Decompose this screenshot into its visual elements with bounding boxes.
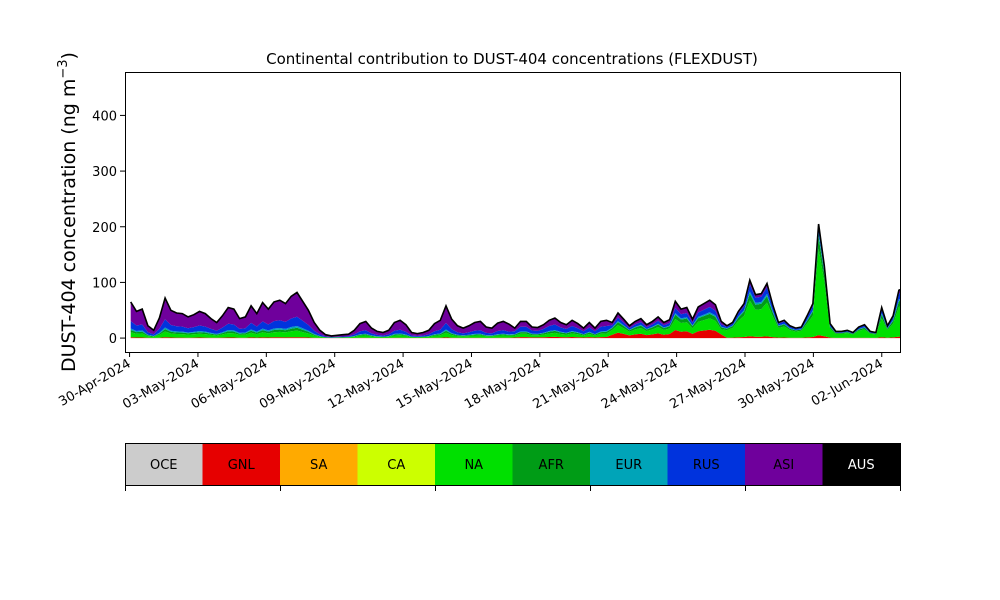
legend-label: GNL xyxy=(228,458,256,473)
x-tick-label: 30-May-2024 xyxy=(736,356,818,412)
legend-swatch-oce xyxy=(125,443,203,485)
x-tick-label: 15-May-2024 xyxy=(394,356,476,412)
x-tick-label: 09-May-2024 xyxy=(257,356,339,412)
legend-swatch-aus xyxy=(822,443,900,485)
legend-label: CA xyxy=(387,458,405,473)
legend-label: RUS xyxy=(693,458,720,473)
x-tick-label: 02-Jun-2024 xyxy=(809,356,886,409)
legend-label: NA xyxy=(464,458,483,473)
y-tick-label: 300 xyxy=(92,165,117,180)
x-tick-label: 18-May-2024 xyxy=(462,356,544,412)
total-line xyxy=(130,223,900,337)
legend-swatch-asi xyxy=(745,443,823,485)
legend-label: ASI xyxy=(773,458,794,473)
x-tick-label: 06-May-2024 xyxy=(189,356,271,412)
legend-swatch-sa xyxy=(280,443,358,485)
area-na xyxy=(130,248,900,338)
x-tick-label: 24-May-2024 xyxy=(599,356,681,412)
area-eur xyxy=(130,232,900,338)
legend-frame xyxy=(125,443,901,486)
area-asi xyxy=(130,224,900,337)
legend-label: AFR xyxy=(539,458,564,473)
y-axis-label-main: DUST-404 concentration (ng m xyxy=(58,79,80,372)
legend-label: SA xyxy=(310,458,327,473)
y-tick-label: 100 xyxy=(92,276,117,291)
x-tick-label: 21-May-2024 xyxy=(531,356,613,412)
chart-title: Continental contribution to DUST-404 con… xyxy=(266,50,758,68)
legend-swatch-eur xyxy=(590,443,668,485)
legend-swatch-gnl xyxy=(202,443,280,485)
x-axis: 30-Apr-202403-May-202406-May-202409-May-… xyxy=(56,352,886,412)
y-axis-label-close: ) xyxy=(58,52,80,59)
legend-colorbar: OCE GNL SA CA NA AFR EUR RUS ASI AUS xyxy=(125,443,901,491)
legend-label: AUS xyxy=(848,458,875,473)
legend-label: EUR xyxy=(615,458,642,473)
legend-swatch-ca xyxy=(357,443,435,485)
legend-label: OCE xyxy=(150,458,178,473)
x-tick-label: 03-May-2024 xyxy=(120,356,202,412)
y-tick-label: 200 xyxy=(92,221,117,236)
x-tick-label: 27-May-2024 xyxy=(667,356,749,412)
area-gnl xyxy=(130,329,900,339)
y-axis-label-sup: −3 xyxy=(56,59,71,78)
legend-swatch-afr xyxy=(512,443,590,485)
stacked-areas xyxy=(130,223,900,339)
legend-swatch-na xyxy=(435,443,513,485)
y-axis: 0 100 200 300 400 xyxy=(92,109,125,347)
area-rus xyxy=(130,226,900,338)
legend-swatch-rus xyxy=(667,443,745,485)
plot-frame xyxy=(125,72,901,353)
area-aus xyxy=(130,224,900,336)
y-axis-label: DUST-404 concentration (ng m−3) xyxy=(56,52,80,372)
x-tick-label: 12-May-2024 xyxy=(325,356,407,412)
y-tick-label: 0 xyxy=(109,332,117,347)
y-tick-label: 400 xyxy=(92,109,117,124)
